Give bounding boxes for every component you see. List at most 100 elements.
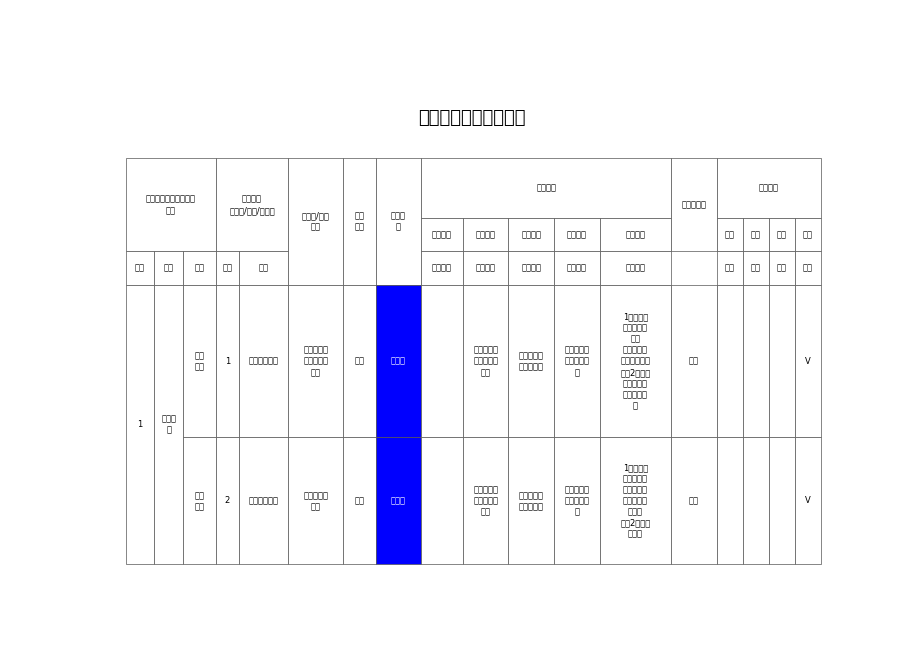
Bar	[508, 251, 553, 285]
Bar	[671, 158, 716, 251]
Bar	[462, 437, 508, 564]
Text: 1: 1	[224, 357, 230, 366]
Text: 低风险: 低风险	[391, 357, 405, 366]
Bar	[421, 217, 462, 251]
Text: 作业票证审
批不全、不
严格: 作业票证审 批不全、不 严格	[303, 346, 328, 377]
Text: 班组: 班组	[776, 230, 786, 239]
Text: 1、发生触
电，切断上
游电
源，启动触
电现场处置方
案；2、事态
扩大，启动
综合应急响
应: 1、发生触 电，切断上 游电 源，启动触 电现场处置方 案；2、事态 扩大，启动…	[619, 312, 650, 410]
Text: 车间: 车间	[750, 264, 760, 273]
Bar	[716, 437, 742, 564]
Bar	[742, 285, 768, 437]
Bar	[553, 285, 599, 437]
Bar	[462, 251, 508, 285]
Bar	[154, 251, 183, 285]
Bar	[289, 285, 343, 437]
Bar	[126, 251, 154, 285]
Bar	[239, 437, 289, 564]
Bar	[215, 251, 239, 285]
Text: 培训教育: 培训教育	[521, 230, 540, 239]
Text: 送电
作业: 送电 作业	[194, 352, 204, 371]
Bar	[239, 285, 289, 437]
Text: 作业步骤
（场所/设施/部位）: 作业步骤 （场所/设施/部位）	[229, 195, 275, 215]
Text: 管理控制: 管理控制	[475, 230, 495, 239]
Text: 编号: 编号	[135, 264, 145, 273]
Bar	[794, 251, 820, 285]
Text: 风险点（变压器送电作
业）: 风险点（变压器送电作 业）	[145, 195, 196, 215]
Bar	[126, 285, 154, 564]
Text: 1: 1	[137, 421, 142, 429]
Text: 工程技术: 工程技术	[432, 264, 451, 273]
Bar	[183, 285, 215, 437]
Text: V: V	[804, 357, 810, 366]
Text: 岗位: 岗位	[802, 264, 812, 273]
Bar	[215, 158, 289, 251]
Bar	[343, 158, 375, 285]
Bar	[421, 285, 462, 437]
Text: 管控责任人: 管控责任人	[681, 201, 706, 210]
Text: 事故
类型: 事故 类型	[354, 212, 364, 232]
Bar	[716, 158, 820, 217]
Bar	[768, 437, 794, 564]
Bar	[375, 158, 421, 285]
Text: 未按照要求
办理: 未按照要求 办理	[303, 491, 328, 511]
Bar	[289, 437, 343, 564]
Bar	[508, 285, 553, 437]
Bar	[599, 251, 671, 285]
Text: 类型: 类型	[164, 264, 174, 273]
Bar	[671, 437, 716, 564]
Text: 穿戴绝缘手
套、绝缘鞋
等: 穿戴绝缘手 套、绝缘鞋 等	[563, 485, 589, 516]
Text: 电工安全操
作规程培训: 电工安全操 作规程培训	[518, 491, 543, 511]
Text: 名称: 名称	[258, 264, 268, 273]
Bar	[421, 158, 671, 217]
Bar	[215, 285, 239, 437]
Text: 办理作业票证: 办理作业票证	[248, 497, 278, 505]
Text: 办理作业票证: 办理作业票证	[248, 357, 278, 366]
Text: 个体防护: 个体防护	[566, 230, 586, 239]
Text: 班组: 班组	[776, 264, 786, 273]
Bar	[742, 217, 768, 251]
Text: 岗位: 岗位	[802, 230, 812, 239]
Text: 应急处置: 应急处置	[625, 230, 644, 239]
Bar	[671, 285, 716, 437]
Bar	[553, 437, 599, 564]
Bar	[599, 217, 671, 251]
Text: 1、发生触
电，切断上
游电源，启
动触电现场
处置方
案；2、事态
扩大，: 1、发生触 电，切断上 游电源，启 动触电现场 处置方 案；2、事态 扩大，	[619, 463, 650, 539]
Text: 作业活
动: 作业活 动	[161, 415, 176, 435]
Bar	[794, 217, 820, 251]
Text: 安全风险分级管控清单: 安全风险分级管控清单	[417, 109, 525, 127]
Bar	[553, 251, 599, 285]
Text: 管控层级: 管控层级	[758, 184, 778, 193]
Text: 严格执行电
工安全作业
规程: 严格执行电 工安全作业 规程	[472, 346, 497, 377]
Bar	[183, 251, 215, 285]
Bar	[215, 437, 239, 564]
Bar	[716, 217, 742, 251]
Bar	[742, 251, 768, 285]
Bar	[421, 437, 462, 564]
Text: 风险等
级: 风险等 级	[391, 212, 405, 232]
Text: 送电
作业: 送电 作业	[194, 491, 204, 511]
Text: 公司: 公司	[724, 264, 734, 273]
Bar	[599, 437, 671, 564]
Bar	[508, 217, 553, 251]
Text: V: V	[804, 497, 810, 505]
Text: 严格执行电
工安全作业
规程: 严格执行电 工安全作业 规程	[472, 485, 497, 516]
Bar	[343, 285, 375, 437]
Text: 电工安全操
作规程培训: 电工安全操 作规程培训	[518, 352, 543, 371]
Text: 触电: 触电	[354, 497, 364, 505]
Text: 应急处置: 应急处置	[625, 264, 644, 273]
Bar	[421, 251, 462, 285]
Text: 穿戴绝缘手
套、绝缘鞋
等: 穿戴绝缘手 套、绝缘鞋 等	[563, 346, 589, 377]
Text: 管控措施: 管控措施	[536, 184, 556, 193]
Bar	[375, 285, 421, 437]
Bar	[239, 251, 289, 285]
Bar	[289, 158, 343, 285]
Text: 触电: 触电	[354, 357, 364, 366]
Text: 电工: 电工	[688, 497, 698, 505]
Text: 工程技术: 工程技术	[432, 230, 451, 239]
Text: 名称: 名称	[194, 264, 204, 273]
Bar	[742, 437, 768, 564]
Text: 个体防护: 个体防护	[566, 264, 586, 273]
Bar	[768, 285, 794, 437]
Bar	[126, 158, 215, 251]
Bar	[183, 437, 215, 564]
